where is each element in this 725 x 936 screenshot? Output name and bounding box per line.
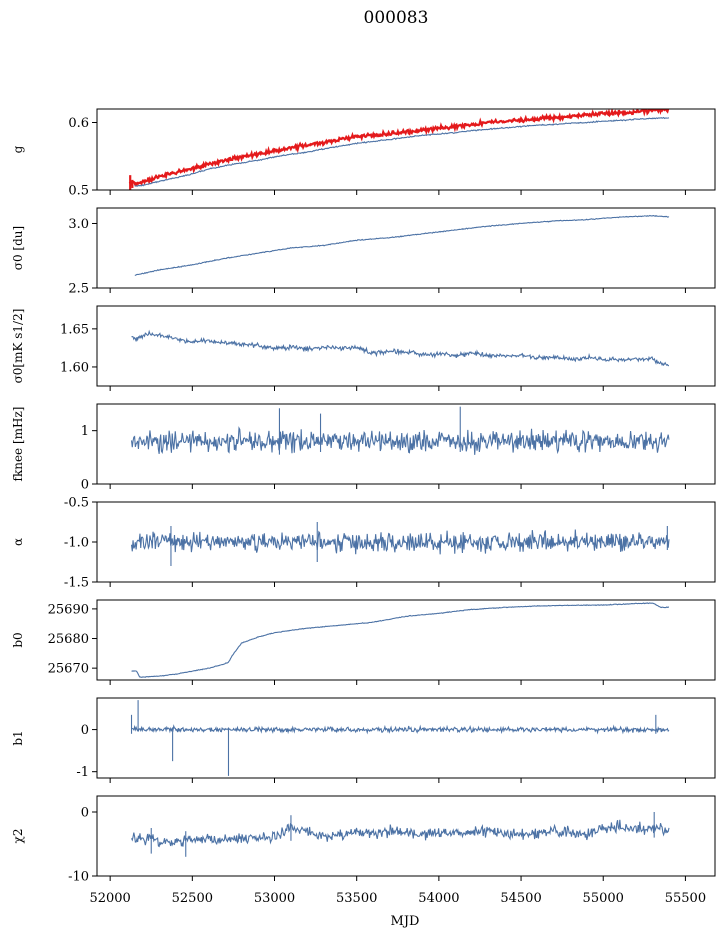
panel-frame <box>96 108 716 191</box>
panel-7: -1 0 b1 <box>11 697 716 783</box>
series-line-1 <box>128 109 670 188</box>
panel-5: -1.5 -1.0 -0.5 α <box>11 496 716 591</box>
y-tick-label: 1 <box>81 424 89 439</box>
series-line-1 <box>131 602 670 678</box>
y-tick-label: -10 <box>68 870 89 885</box>
x-tick-label: 52500 <box>172 891 213 906</box>
x-tick-label: 52000 <box>89 891 130 906</box>
panel-frame <box>96 207 716 289</box>
y-tick-label: 2.5 <box>68 282 89 297</box>
y-tick-label: 0.5 <box>68 184 89 199</box>
series-line-1 <box>131 329 670 367</box>
y-tick-label: 25690 <box>48 602 89 617</box>
y-tick-label: 25670 <box>48 662 89 677</box>
x-tick-labels: 52000 52500 53000 53500 54000 54500 55000 55500 <box>89 891 706 906</box>
panel-1: 0.5 0.6 g <box>11 108 716 199</box>
panel-frame <box>96 305 716 387</box>
panel-frame <box>96 599 716 681</box>
y-axis-label: fknee [mHz] <box>11 407 25 482</box>
y-tick-label: -1.0 <box>64 536 89 551</box>
x-tick-label: 55000 <box>583 891 624 906</box>
y-tick-label: -1.5 <box>64 576 89 591</box>
panel-8: -10 0 χ2 <box>11 795 716 885</box>
y-tick-label: 0 <box>81 723 89 738</box>
y-tick-label: 25680 <box>48 632 89 647</box>
series-line-1 <box>134 214 670 276</box>
x-tick-label: 54500 <box>500 891 541 906</box>
panel-4: 0 1 fknee [mHz] <box>11 403 716 493</box>
x-tick-label: 53500 <box>336 891 377 906</box>
panel-frame <box>96 403 716 485</box>
y-axis-label: σ0 [du] <box>11 226 25 270</box>
x-tick-label: 55500 <box>665 891 706 906</box>
y-axis-label: α <box>11 538 25 546</box>
y-axis-label: g <box>11 145 25 153</box>
x-axis-label: MJD <box>391 914 420 929</box>
y-axis-label: b0 <box>11 632 25 647</box>
figure-title: 000083 <box>364 8 429 28</box>
series-line-1 <box>131 724 670 735</box>
panel-frame <box>96 795 716 877</box>
y-tick-label: -0.5 <box>64 496 89 511</box>
series-line-1 <box>130 529 670 555</box>
series-line-1 <box>131 819 670 848</box>
series-line-1 <box>130 426 670 455</box>
y-tick-label: 0 <box>81 806 89 821</box>
panel-3: 1.60 1.65 σ0[mK s1/2] <box>11 305 716 391</box>
panels: 0.5 0.6 g 2.5 3.0 σ0 [du] 1.60 1.65 σ0[mK s1/2] 0… <box>11 108 716 885</box>
panel-2: 2.5 3.0 σ0 [du] <box>11 207 716 297</box>
x-tick-label: 54000 <box>418 891 459 906</box>
panel-frame <box>96 697 716 779</box>
y-tick-label: 1.60 <box>60 360 89 375</box>
y-tick-label: 0 <box>81 478 89 493</box>
y-axis-label: σ0[mK s1/2] <box>11 309 25 384</box>
x-tick-label: 53000 <box>254 891 295 906</box>
y-tick-label: 0.6 <box>68 116 89 131</box>
y-axis-label: χ2 <box>11 829 25 844</box>
y-tick-label: -1 <box>76 765 89 780</box>
y-axis-label: b1 <box>11 730 25 745</box>
y-tick-label: 1.65 <box>60 322 89 337</box>
series-line-2 <box>134 116 670 187</box>
y-tick-label: 3.0 <box>68 217 89 232</box>
panel-6: 25670 25680 25690 b0 <box>11 599 716 685</box>
